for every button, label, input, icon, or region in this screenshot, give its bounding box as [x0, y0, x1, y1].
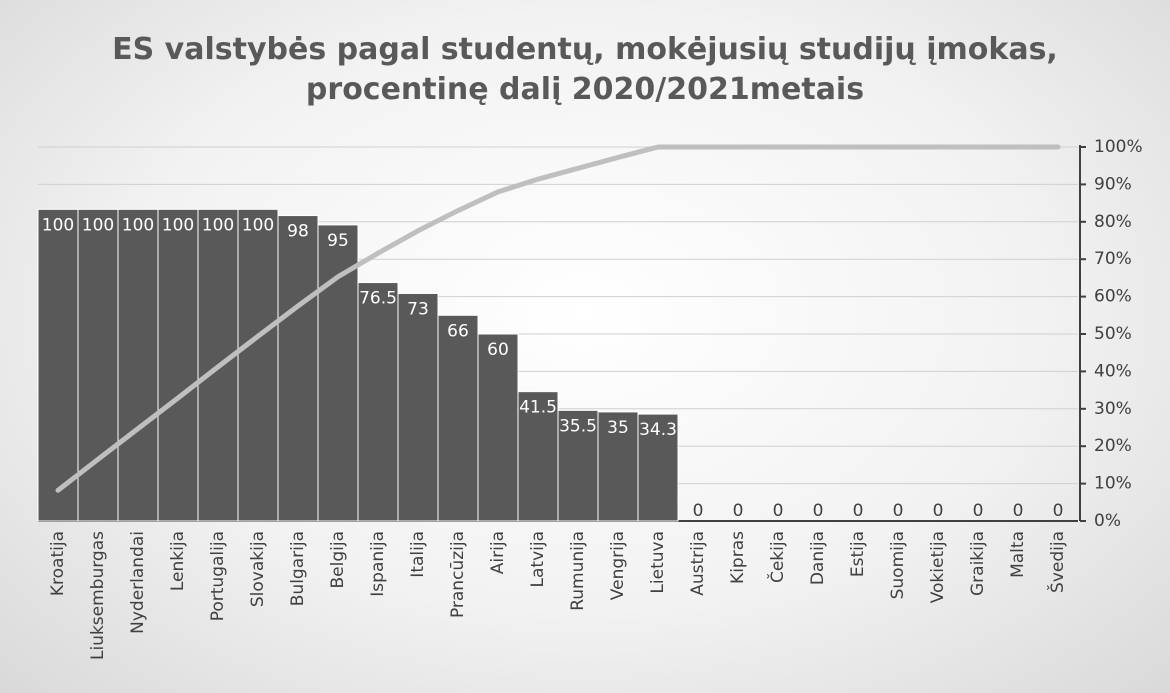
- x-tick-label: Airija: [488, 531, 508, 574]
- data-label: 35.5: [559, 416, 597, 436]
- bar: [437, 314, 479, 522]
- bar: [357, 282, 399, 522]
- data-label: 100: [82, 215, 114, 235]
- y2-tick-label: 100%: [1094, 137, 1143, 157]
- data-label: 100: [122, 215, 154, 235]
- bar: [557, 409, 599, 522]
- x-tick-label: Nyderlandai: [128, 531, 148, 634]
- y2-tick-label: 0%: [1094, 511, 1121, 531]
- x-tick-label: Graikija: [968, 531, 988, 596]
- y2-tick-label: 40%: [1094, 361, 1132, 381]
- data-label: 0: [893, 501, 904, 521]
- data-label: 0: [973, 501, 984, 521]
- chart-title: ES valstybės pagal studentų, mokėjusių s…: [112, 32, 1058, 107]
- x-tick-label: Bulgarija: [288, 531, 308, 606]
- cumulative-line: [55, 144, 1061, 493]
- data-label: 0: [693, 501, 704, 521]
- x-tick-label: Lenkija: [168, 531, 188, 591]
- bar: [477, 333, 519, 522]
- bar: [277, 215, 319, 522]
- x-tick-label: Liuksemburgas: [88, 531, 108, 660]
- bar: [637, 413, 679, 522]
- data-label: 35: [607, 418, 629, 438]
- x-tick-label: Austrija: [688, 531, 708, 596]
- bar: [237, 208, 279, 522]
- data-label: 100: [42, 215, 74, 235]
- data-label: 100: [202, 215, 234, 235]
- bar: [397, 292, 439, 522]
- data-label: 0: [933, 501, 944, 521]
- y2-tick-label: 80%: [1094, 212, 1132, 232]
- data-label: 76.5: [359, 289, 397, 309]
- x-tick-label: Čekija: [766, 531, 788, 583]
- bar: [117, 208, 159, 522]
- x-tick-label: Italija: [408, 531, 428, 578]
- y2-tick-label: 20%: [1094, 436, 1132, 456]
- data-label: 0: [1053, 501, 1064, 521]
- y2-tick-label: 30%: [1094, 399, 1132, 419]
- data-label: 100: [162, 215, 194, 235]
- y2-tick-label: 50%: [1094, 324, 1132, 344]
- x-tick-label: Kipras: [728, 531, 748, 584]
- bar: [37, 208, 79, 522]
- x-tick-label: Vengrija: [608, 531, 628, 600]
- data-label: 0: [1013, 501, 1024, 521]
- x-tick-label: Rumunija: [568, 531, 588, 611]
- data-label: 100: [242, 215, 274, 235]
- x-tick-label: Suomija: [888, 531, 908, 599]
- y2-tick-label: 60%: [1094, 287, 1132, 307]
- x-tick-label: Prancūzija: [448, 531, 468, 618]
- x-tick-label: Ispanija: [368, 531, 388, 597]
- x-tick-label: Slovakija: [248, 531, 268, 607]
- data-label: 0: [733, 501, 744, 521]
- bar: [77, 208, 119, 522]
- x-tick-label: Estija: [848, 531, 868, 577]
- x-tick-label: Latvija: [528, 531, 548, 587]
- y2-tick-label: 70%: [1094, 249, 1132, 269]
- data-label: 41.5: [519, 398, 557, 418]
- x-tick-label: Danija: [808, 531, 828, 585]
- x-tick-label: Švedija: [1046, 531, 1068, 593]
- data-label: 95: [327, 231, 349, 251]
- x-tick-label: Belgija: [328, 531, 348, 589]
- bar: [157, 208, 199, 522]
- x-tick-label: Portugalija: [208, 531, 228, 621]
- x-tick-label: Kroatija: [48, 531, 68, 596]
- y2-tick-label: 10%: [1094, 474, 1132, 494]
- y2-tick-label: 90%: [1094, 174, 1132, 194]
- x-tick-label: Malta: [1008, 531, 1028, 578]
- data-label: 73: [407, 299, 429, 319]
- data-label: 0: [773, 501, 784, 521]
- data-label: 0: [813, 501, 824, 521]
- bar: [597, 411, 639, 522]
- data-label: 66: [447, 321, 469, 341]
- data-label: 60: [487, 340, 509, 360]
- x-tick-label: Lietuva: [648, 531, 668, 594]
- x-tick-label: Vokietija: [928, 531, 948, 603]
- data-label: 34.3: [639, 420, 677, 440]
- data-label: 98: [287, 222, 309, 242]
- data-label: 0: [853, 501, 864, 521]
